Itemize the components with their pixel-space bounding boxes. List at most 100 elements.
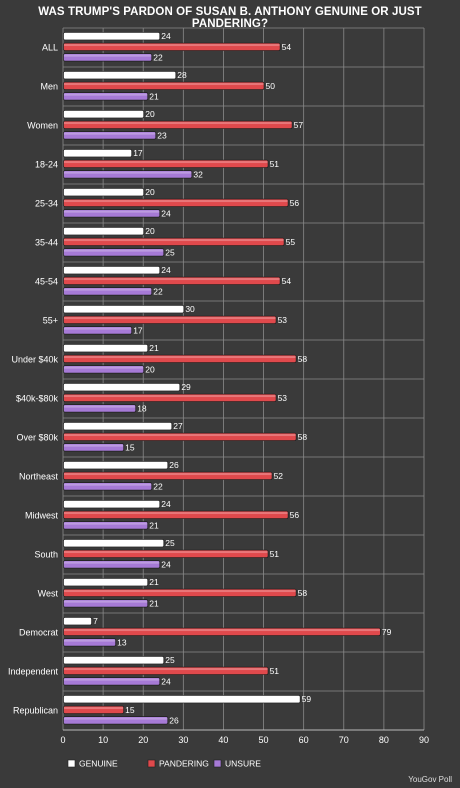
bar-unsure bbox=[63, 716, 169, 725]
bar-highlight bbox=[64, 512, 288, 515]
data-label: 21 bbox=[149, 343, 159, 353]
bar-highlight bbox=[64, 707, 124, 710]
x-tick-label: 50 bbox=[259, 735, 269, 745]
bar-highlight bbox=[64, 540, 164, 543]
bar-genuine bbox=[63, 149, 133, 158]
data-label: 25 bbox=[165, 247, 175, 257]
data-label: 51 bbox=[270, 666, 280, 676]
category-label: 18-24 bbox=[35, 160, 58, 170]
bar-genuine bbox=[63, 422, 173, 431]
x-tick-label: 30 bbox=[178, 735, 188, 745]
bar-unsure bbox=[63, 170, 193, 179]
bar-pandering bbox=[63, 120, 293, 129]
data-label: 18 bbox=[137, 403, 147, 413]
bar-pandering bbox=[63, 627, 381, 636]
bar-highlight bbox=[64, 72, 176, 75]
x-tick-label: 20 bbox=[138, 735, 148, 745]
data-label: 55 bbox=[286, 237, 296, 247]
x-tick-label: 70 bbox=[339, 735, 349, 745]
bar-highlight bbox=[64, 228, 144, 231]
bar-unsure bbox=[63, 404, 137, 413]
data-label: 20 bbox=[145, 187, 155, 197]
bar-pandering bbox=[63, 588, 297, 597]
bar-highlight bbox=[64, 345, 148, 348]
bar-genuine bbox=[63, 656, 165, 665]
bar-pandering bbox=[63, 81, 265, 90]
data-label: 54 bbox=[282, 276, 292, 286]
bar-unsure bbox=[63, 287, 153, 296]
data-label: 24 bbox=[161, 31, 171, 41]
data-label: 21 bbox=[149, 520, 159, 530]
category-label: Under $40k bbox=[11, 355, 58, 365]
bar-highlight bbox=[64, 122, 292, 125]
bar-genuine bbox=[63, 188, 145, 197]
bar-genuine bbox=[63, 344, 149, 353]
bar-genuine bbox=[63, 266, 161, 275]
data-label: 56 bbox=[290, 510, 300, 520]
data-label: 53 bbox=[278, 393, 288, 403]
data-label: 24 bbox=[161, 676, 171, 686]
category-label: 35-44 bbox=[35, 238, 58, 248]
bar-pandering bbox=[63, 510, 289, 519]
bar-pandering bbox=[63, 549, 269, 558]
bar-genuine bbox=[63, 32, 161, 41]
bar-highlight bbox=[64, 639, 116, 642]
bar-genuine bbox=[63, 578, 149, 587]
bar-highlight bbox=[64, 579, 148, 582]
bar-highlight bbox=[64, 150, 132, 153]
bar-highlight bbox=[64, 522, 148, 525]
data-label: 79 bbox=[382, 627, 392, 637]
category-label: $40k-$80k bbox=[16, 394, 59, 404]
bar-highlight bbox=[64, 161, 268, 164]
bar-unsure bbox=[63, 443, 125, 452]
x-tick-label: 10 bbox=[98, 735, 108, 745]
data-label: 21 bbox=[149, 91, 159, 101]
data-label: 24 bbox=[161, 208, 171, 218]
bar-highlight bbox=[64, 278, 280, 281]
bar-pandering bbox=[63, 315, 277, 324]
category-label: West bbox=[38, 589, 59, 599]
data-label: 21 bbox=[149, 577, 159, 587]
data-label: 26 bbox=[169, 460, 179, 470]
bar-highlight bbox=[64, 473, 272, 476]
legend-swatch bbox=[147, 759, 156, 768]
bar-genuine bbox=[63, 227, 145, 236]
x-tick-label: 0 bbox=[60, 735, 65, 745]
source-label: YouGov Poll bbox=[408, 775, 452, 784]
bar-unsure bbox=[63, 638, 116, 647]
bar-highlight bbox=[64, 657, 164, 660]
data-label: 22 bbox=[153, 52, 163, 62]
bar-highlight bbox=[64, 44, 280, 47]
data-label: 52 bbox=[274, 471, 284, 481]
bar-highlight bbox=[64, 405, 136, 408]
category-label: 25-34 bbox=[35, 199, 58, 209]
x-tick-label: 90 bbox=[419, 735, 429, 745]
bar-highlight bbox=[64, 327, 132, 330]
bar-highlight bbox=[64, 444, 124, 447]
data-label: 24 bbox=[161, 499, 171, 509]
bar-unsure bbox=[63, 521, 149, 530]
data-label: 56 bbox=[290, 198, 300, 208]
bar-highlight bbox=[64, 356, 296, 359]
bar-highlight bbox=[64, 618, 92, 621]
x-tick-label: 80 bbox=[379, 735, 389, 745]
bar-pandering bbox=[63, 276, 281, 285]
bar-genuine bbox=[63, 500, 161, 509]
bar-highlight bbox=[64, 200, 288, 203]
legend-label: UNSURE bbox=[225, 759, 261, 769]
bar-unsure bbox=[63, 677, 161, 686]
bar-genuine bbox=[63, 110, 145, 119]
bar-highlight bbox=[64, 717, 168, 720]
bar-genuine bbox=[63, 617, 92, 626]
category-label: Women bbox=[27, 121, 58, 131]
category-label: South bbox=[34, 550, 58, 560]
data-label: 23 bbox=[157, 130, 167, 140]
bar-genuine bbox=[63, 539, 165, 548]
bar-highlight bbox=[64, 288, 152, 291]
legend-swatch bbox=[213, 759, 222, 768]
chart-title: WAS TRUMP'S PARDON OF SUSAN B. ANTHONY G… bbox=[38, 6, 422, 30]
legend-label: GENUINE bbox=[79, 759, 118, 769]
data-label: 50 bbox=[266, 81, 276, 91]
bar-pandering bbox=[63, 159, 269, 168]
bar-pandering bbox=[63, 393, 277, 402]
